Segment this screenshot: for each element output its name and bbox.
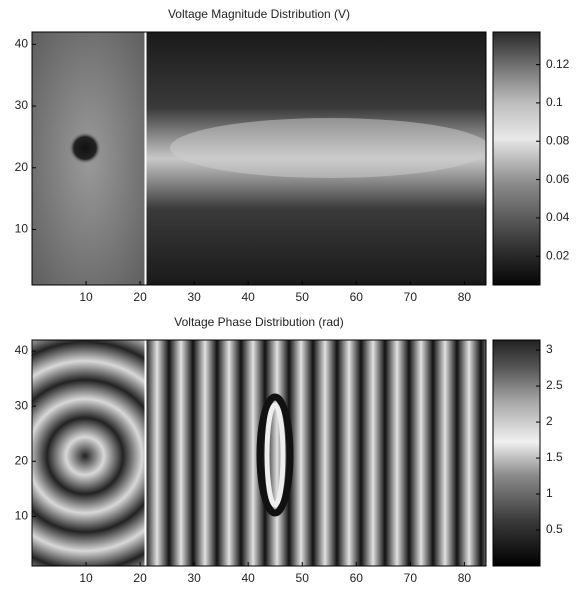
y-tick-label: 10 xyxy=(15,509,29,523)
colorbar xyxy=(492,339,541,567)
colorbar-tick-label: 0.02 xyxy=(546,248,570,262)
x-tick-label: 10 xyxy=(79,290,93,304)
x-tick-label: 60 xyxy=(350,290,364,304)
y-tick-label: 30 xyxy=(15,398,29,412)
chart-title: Voltage Magnitude Distribution (V) xyxy=(168,7,350,21)
x-tick-label: 70 xyxy=(404,290,418,304)
colorbar-tick-label: 0.12 xyxy=(546,57,570,71)
colorbar-tick-label: 0.1 xyxy=(546,95,563,109)
x-tick-label: 80 xyxy=(458,571,472,585)
phase-field xyxy=(32,340,486,566)
plot-frame xyxy=(31,31,487,286)
x-tick-label: 20 xyxy=(133,290,147,304)
colorbar-tick-label: 0.08 xyxy=(546,133,570,147)
x-tick-label: 50 xyxy=(296,290,310,304)
x-tick-label: 40 xyxy=(242,571,256,585)
plot-frame xyxy=(31,339,487,567)
colorbar-tick-label: 1.5 xyxy=(546,450,563,464)
y-tick-label: 20 xyxy=(15,453,29,467)
x-tick-label: 30 xyxy=(187,290,201,304)
x-tick-label: 30 xyxy=(187,571,201,585)
y-tick-label: 20 xyxy=(15,160,29,174)
x-tick-label: 40 xyxy=(242,290,256,304)
colorbar-tick-label: 2.5 xyxy=(546,378,563,392)
axes: Voltage Magnitude Distribution (V)10 20 30… xyxy=(15,7,570,585)
x-tick-label: 20 xyxy=(133,571,147,585)
x-tick-label: 50 xyxy=(296,571,310,585)
y-tick-label: 40 xyxy=(15,343,29,357)
x-tick-label: 70 xyxy=(404,571,418,585)
colorbar-tick-label: 2 xyxy=(546,414,553,428)
colorbar-tick-label: 0.06 xyxy=(546,172,570,186)
x-tick-label: 10 xyxy=(79,571,93,585)
magnitude-field xyxy=(32,32,486,285)
colorbar xyxy=(492,31,541,286)
colorbar-tick-label: 0.04 xyxy=(546,210,570,224)
y-tick-label: 10 xyxy=(15,222,29,236)
y-tick-label: 30 xyxy=(15,98,29,112)
chart-title: Voltage Phase Distribution (rad) xyxy=(174,315,343,329)
x-tick-label: 80 xyxy=(458,290,472,304)
x-tick-label: 60 xyxy=(350,571,364,585)
y-tick-label: 40 xyxy=(15,37,29,51)
colorbar-tick-label: 0.5 xyxy=(546,522,563,536)
colorbar-tick-label: 3 xyxy=(546,342,553,356)
colorbar-tick-label: 1 xyxy=(546,486,553,500)
